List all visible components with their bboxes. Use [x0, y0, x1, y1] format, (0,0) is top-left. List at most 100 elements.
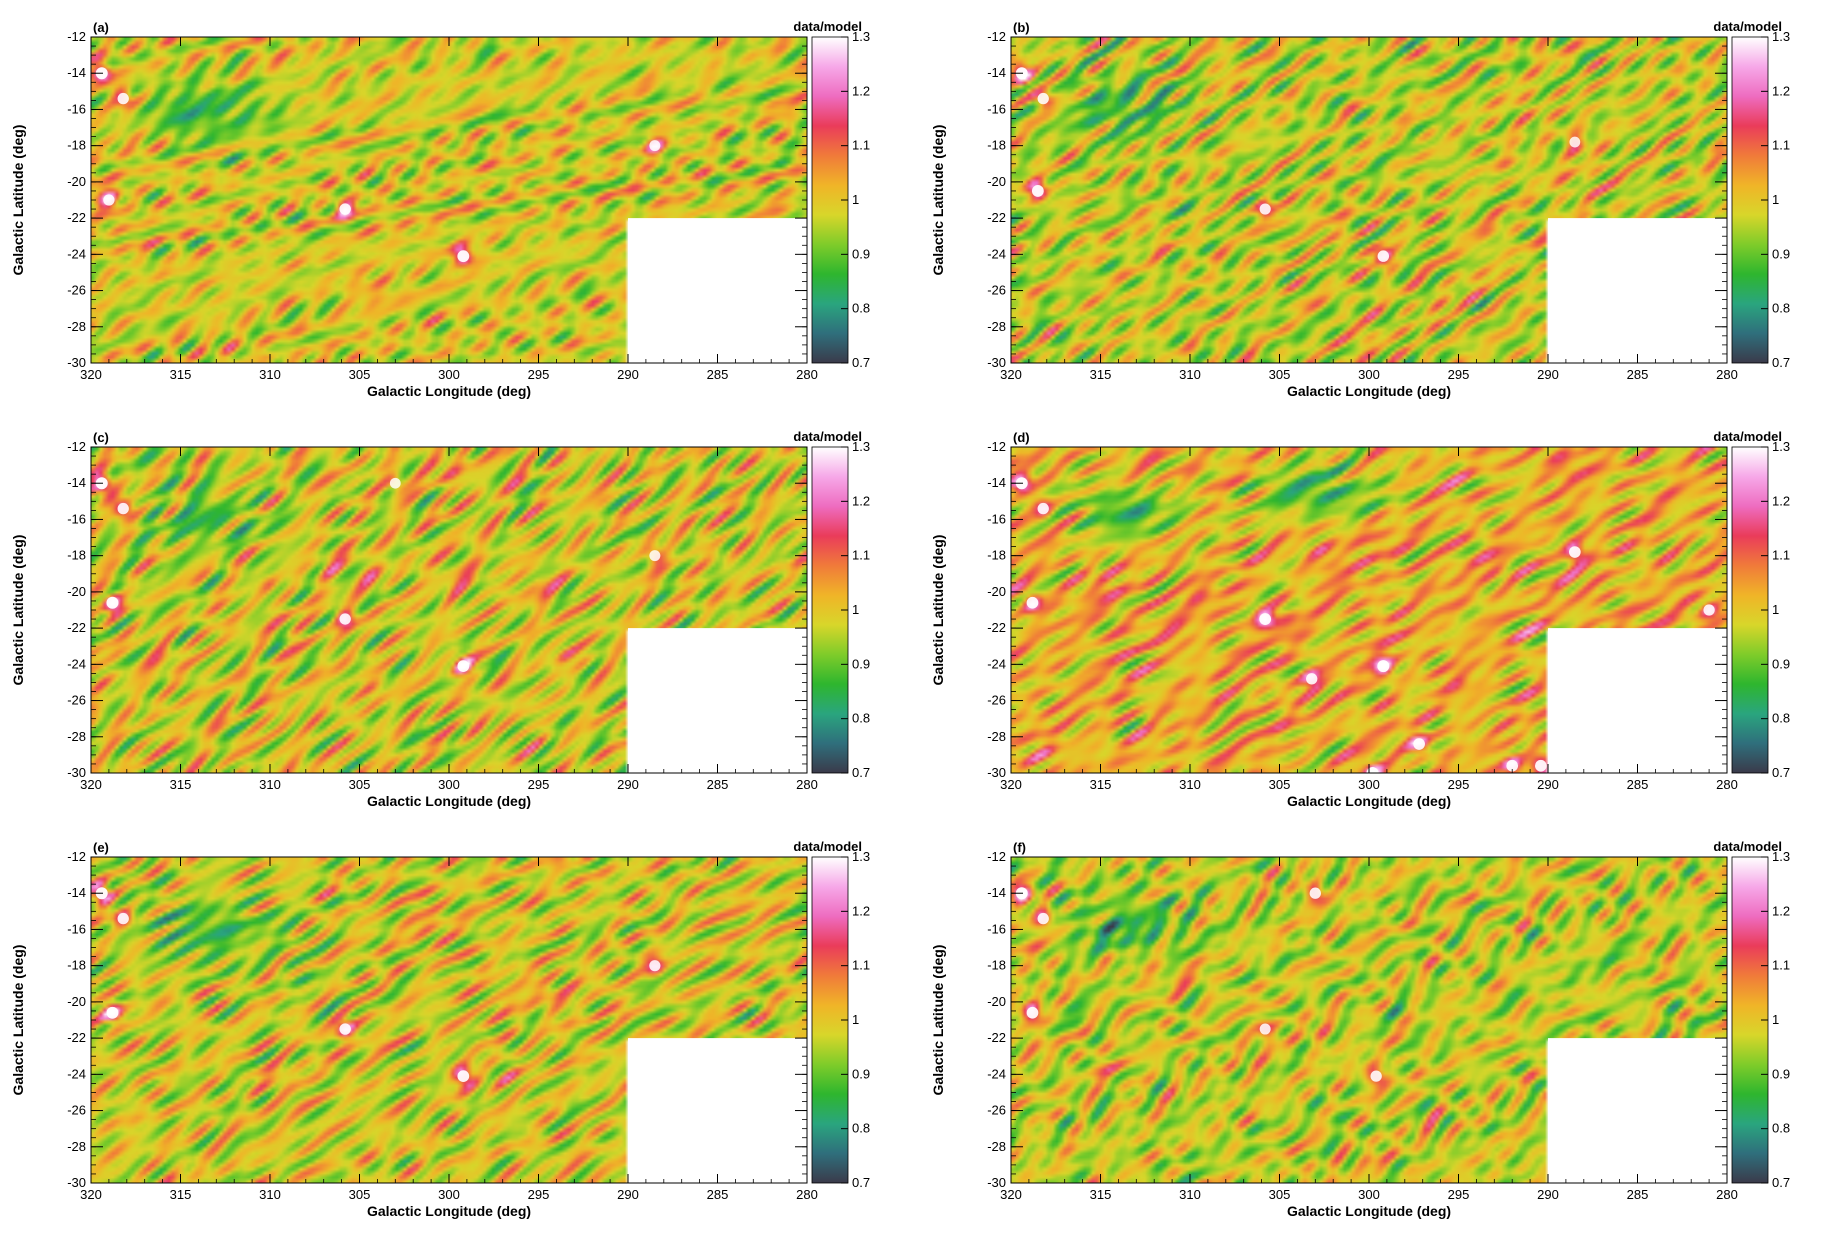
x-tick-label: 300	[1358, 777, 1380, 792]
colorbar-tick-label: 0.9	[852, 656, 870, 671]
y-axis-label: Galactic Latitude (deg)	[930, 535, 946, 686]
hotspot-mark	[1569, 546, 1581, 558]
y-tick-label: -14	[67, 475, 86, 490]
colorbar-tick-label: 0.8	[852, 711, 870, 726]
colorbar-title: data/model	[1713, 19, 1782, 34]
hotspot-mark	[117, 92, 129, 105]
masked-region	[628, 1038, 807, 1183]
x-tick-label: 280	[1716, 777, 1738, 792]
x-tick-label: 295	[1448, 367, 1470, 382]
x-tick-label: 310	[259, 367, 281, 382]
x-tick-label: 285	[707, 1187, 729, 1202]
y-tick-label: -26	[67, 1103, 86, 1118]
colorbar-tick-label: 0.9	[852, 246, 870, 261]
x-tick-label: 310	[1179, 777, 1201, 792]
colorbar-tick-label: 1.3	[1772, 439, 1790, 454]
colorbar: 1.3 1.2 1.1 1 0.9 0.8 0.7 data/model	[1713, 839, 1790, 1190]
y-tick-label: -14	[987, 65, 1006, 80]
y-tick-label: -26	[987, 283, 1006, 298]
colorbar-tick-label: 1.3	[1772, 849, 1790, 864]
x-tick-label: 320	[1000, 777, 1022, 792]
y-tick-label: -28	[67, 729, 86, 744]
colorbar-tick-label: 1.2	[1772, 83, 1790, 98]
colorbar-tick-label: 1.2	[1772, 493, 1790, 508]
colorbar-tick-label: 1.1	[1772, 548, 1790, 563]
y-tick-label: -30	[987, 765, 1006, 780]
colorbar-title: data/model	[793, 839, 862, 854]
hotspot-mark	[1506, 759, 1519, 772]
x-tick-label: 285	[1627, 367, 1649, 382]
x-tick-label: 305	[349, 777, 371, 792]
x-tick-label: 290	[1537, 367, 1559, 382]
hotspot-mark	[339, 1023, 351, 1035]
x-tick-label: 280	[796, 367, 818, 382]
x-tick-label: 310	[1179, 367, 1201, 382]
y-tick-label: -22	[67, 1030, 86, 1045]
x-tick-label: 300	[438, 367, 460, 382]
y-tick-label: -16	[67, 921, 86, 936]
x-tick-label: 300	[438, 777, 460, 792]
y-tick-label: -22	[67, 620, 86, 635]
masked-region	[1548, 1038, 1727, 1183]
hotspot-mark	[1703, 604, 1715, 616]
colorbar-tick-label: 1.3	[1772, 29, 1790, 44]
hotspot-mark	[1413, 738, 1425, 750]
y-tick-label: -24	[987, 1066, 1006, 1081]
x-tick-label: 285	[707, 367, 729, 382]
y-tick-label: -12	[67, 439, 86, 454]
colorbar-tick-label: 1.2	[1772, 903, 1790, 918]
colorbar-title: data/model	[1713, 429, 1782, 444]
y-tick-label: -22	[987, 620, 1006, 635]
y-tick-label: -12	[987, 439, 1006, 454]
y-tick-label: -14	[67, 885, 86, 900]
colorbar-tick-label: 0.8	[1772, 301, 1790, 316]
panel-label: (b)	[1013, 20, 1030, 35]
x-tick-label: 290	[617, 367, 639, 382]
x-axis-label: Galactic Longitude (deg)	[367, 1203, 531, 1219]
y-tick-label: -22	[67, 210, 86, 225]
y-tick-label: -18	[67, 138, 86, 153]
colorbar-tick-label: 0.7	[1772, 1175, 1790, 1190]
panel-label: (e)	[93, 840, 109, 855]
x-tick-label: 305	[349, 367, 371, 382]
y-tick-label: -20	[987, 174, 1006, 189]
colorbar-tick-label: 0.7	[852, 1175, 870, 1190]
x-tick-label: 315	[1090, 1187, 1112, 1202]
y-tick-label: -28	[987, 319, 1006, 334]
x-tick-label: 315	[170, 367, 192, 382]
x-axis-label: Galactic Longitude (deg)	[1287, 383, 1451, 399]
hotspot-mark	[1259, 613, 1272, 625]
x-tick-label: 285	[1627, 777, 1649, 792]
hotspot-mark	[1259, 203, 1271, 215]
y-tick-label: -24	[67, 1066, 86, 1081]
x-axis-label: Galactic Longitude (deg)	[1287, 1203, 1451, 1219]
colorbar: 1.3 1.2 1.1 1 0.9 0.8 0.7 data/model	[793, 839, 870, 1190]
y-tick-label: -12	[67, 29, 86, 44]
y-tick-label: -16	[987, 921, 1006, 936]
y-tick-label: -20	[67, 584, 86, 599]
y-axis-label: Galactic Latitude (deg)	[10, 125, 26, 276]
hotspot-mark	[1569, 136, 1581, 148]
x-tick-label: 290	[617, 777, 639, 792]
hotspot-mark	[339, 203, 351, 215]
y-tick-label: -26	[67, 283, 86, 298]
colorbar-tick-label: 1.2	[852, 903, 870, 918]
y-axis-label: Galactic Latitude (deg)	[10, 535, 26, 686]
colorbar-tick-label: 0.9	[1772, 246, 1790, 261]
panel-label: (f)	[1013, 840, 1026, 855]
x-axis-label: Galactic Longitude (deg)	[1287, 793, 1451, 809]
y-tick-label: -12	[987, 29, 1006, 44]
y-tick-label: -24	[67, 246, 86, 261]
masked-region	[628, 218, 807, 363]
colorbar-tick-label: 1	[1772, 192, 1779, 207]
hotspot-mark	[1026, 596, 1039, 609]
y-axis-label: Galactic Latitude (deg)	[930, 945, 946, 1096]
heatmap-panel-0: 320 315 310 305 300 295 290 285 280 -12 -14 -16 -18 -…	[10, 19, 870, 399]
heatmap-panel-5: 320 315 310 305 300 295 290 285 280 -12 -14 -16 -18 -…	[930, 839, 1790, 1219]
y-tick-label: -24	[987, 246, 1006, 261]
x-axis-label: Galactic Longitude (deg)	[367, 383, 531, 399]
y-tick-label: -16	[987, 101, 1006, 116]
masked-region	[1548, 628, 1727, 773]
y-tick-label: -14	[987, 885, 1006, 900]
